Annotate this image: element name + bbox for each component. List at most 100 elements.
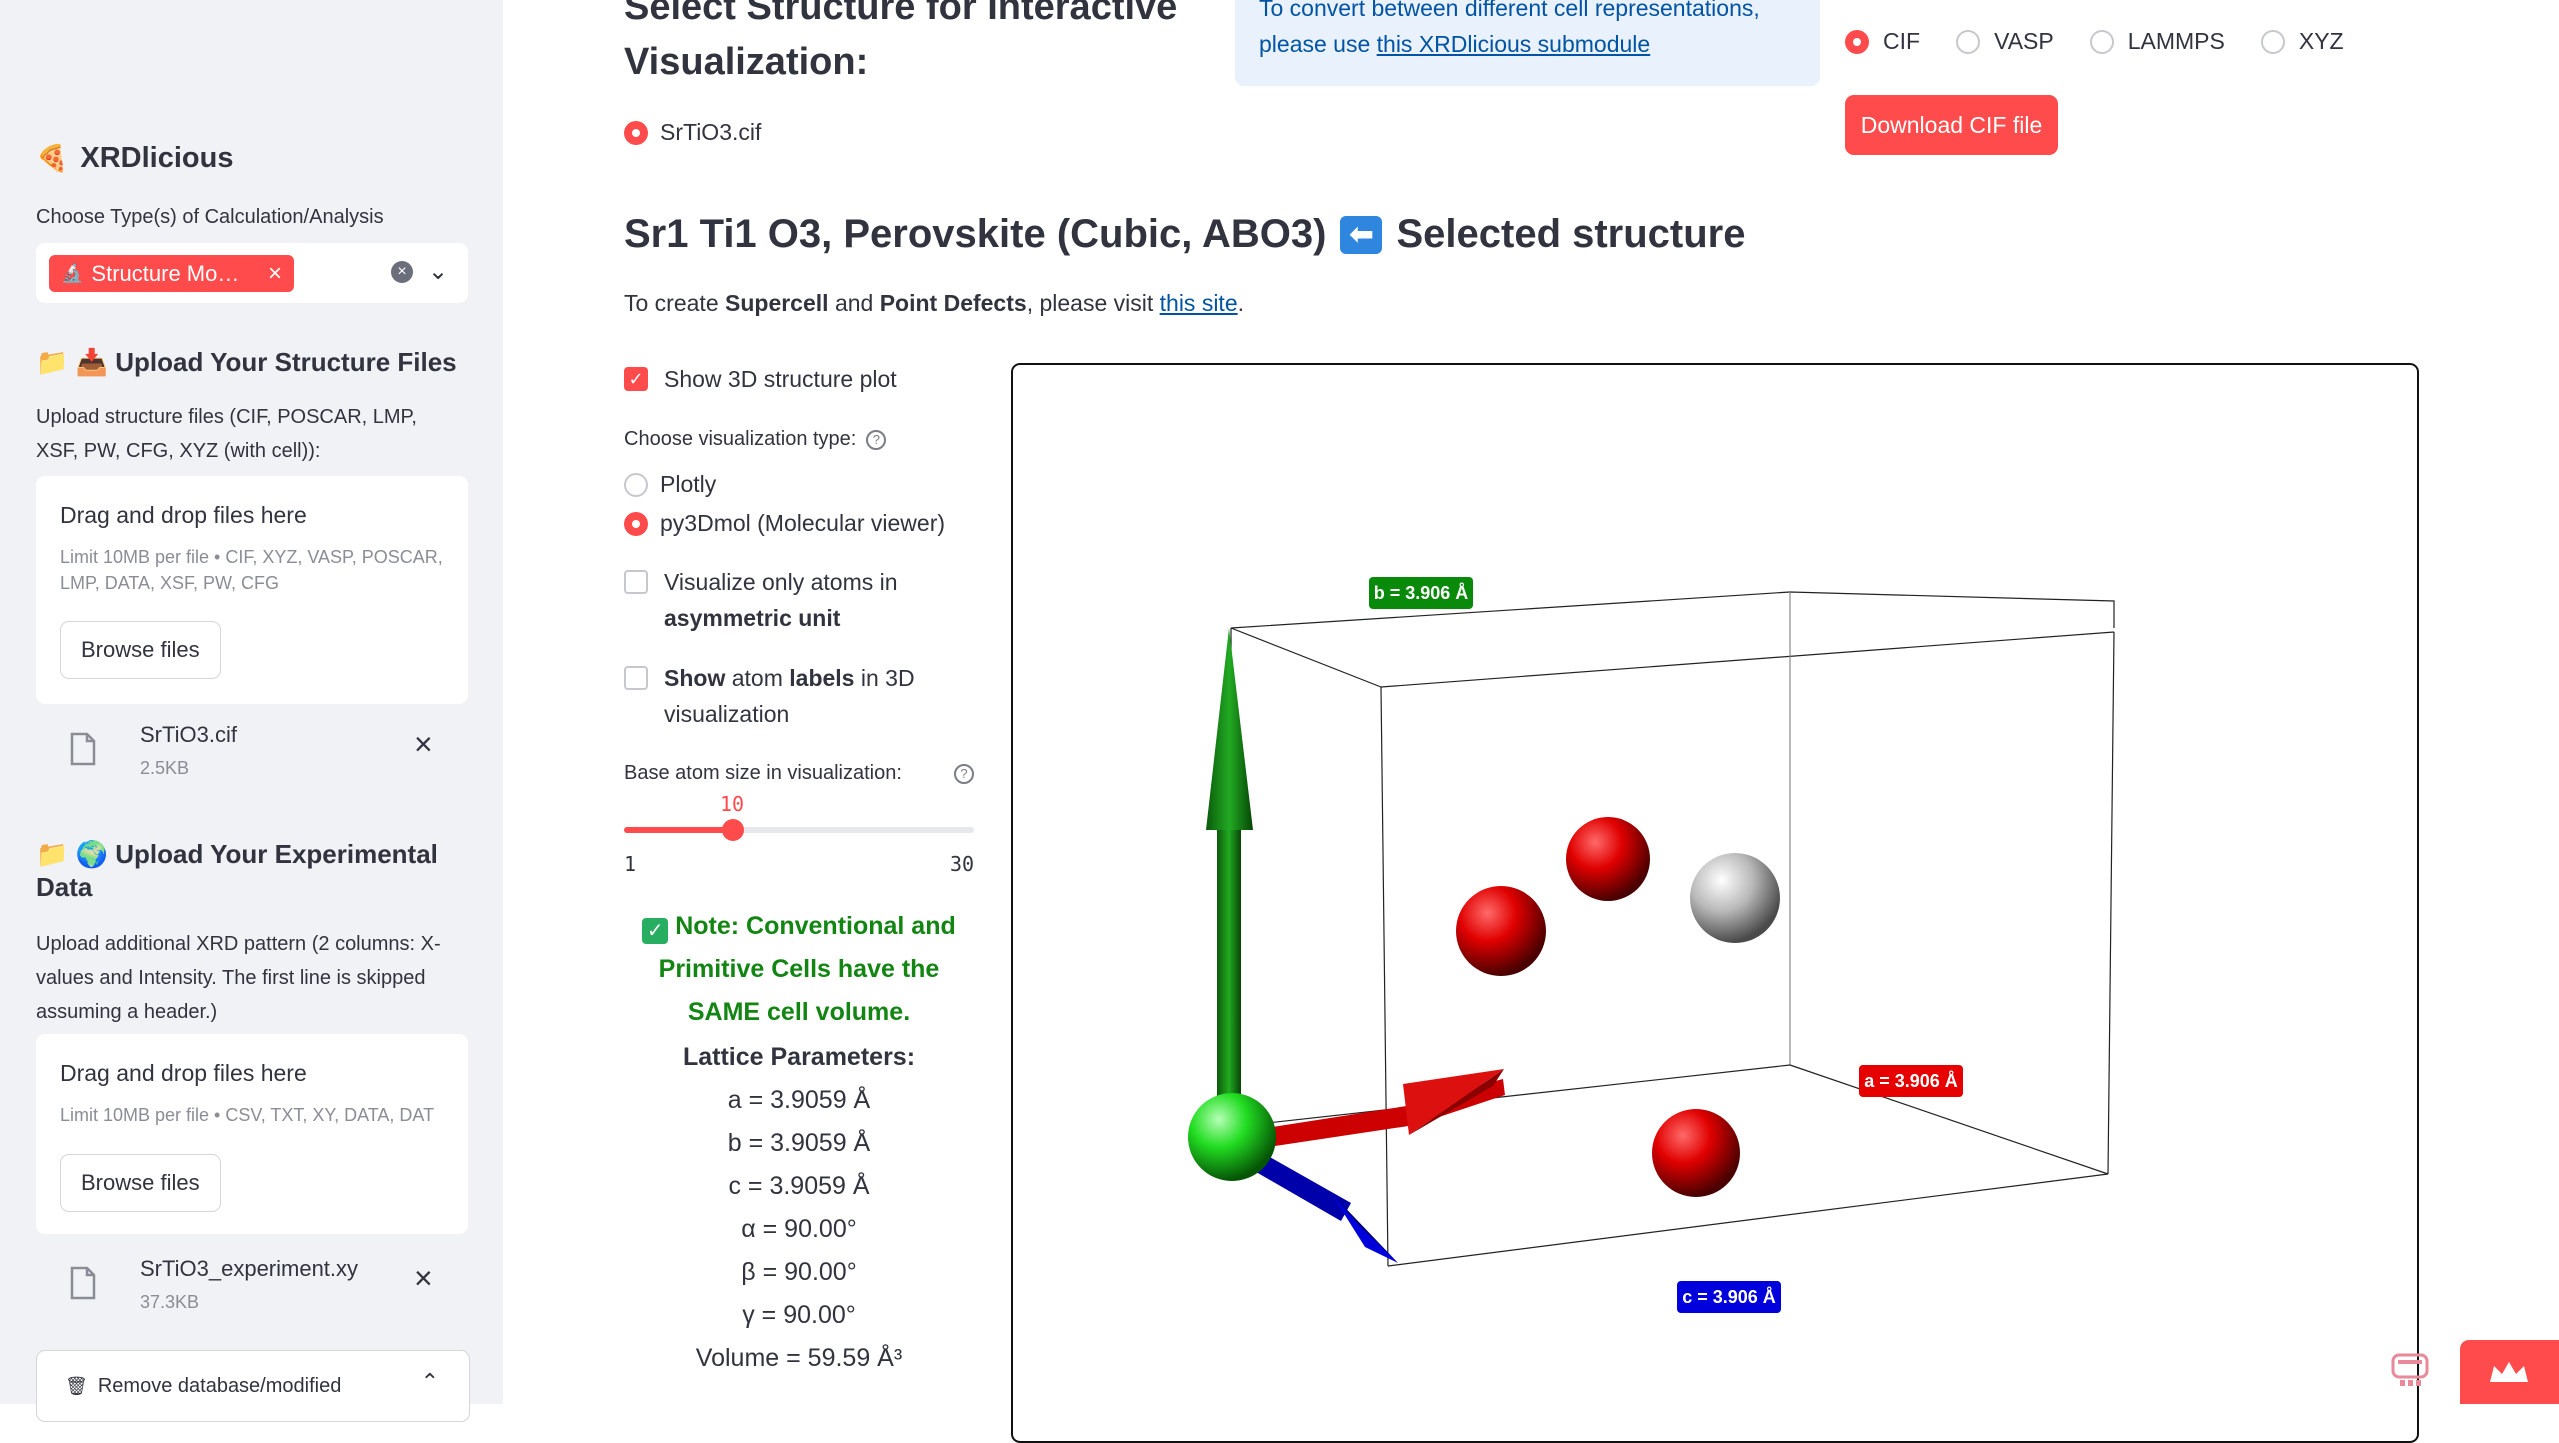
- lattice-a: a = 3.9059 Å: [727, 1086, 871, 1114]
- show-3d-checkbox[interactable]: ✓ Show 3D structure plot: [624, 361, 964, 397]
- tag-remove-icon[interactable]: ×: [267, 259, 282, 287]
- lattice-alpha: α = 90.00°: [741, 1215, 857, 1243]
- file-size: 37.3KB: [140, 1292, 200, 1312]
- exp-file-dropzone[interactable]: Drag and drop files here Limit 10MB per …: [36, 1034, 468, 1234]
- radio-unselected[interactable]: [1956, 29, 1981, 54]
- slider-thumb[interactable]: [721, 819, 744, 841]
- remove-database-expander[interactable]: 🗑 Remove database/modified ⌃: [36, 1350, 470, 1422]
- structure-radio[interactable]: SrTiO3.cif: [624, 119, 761, 146]
- upload-exp-heading: 📁 🌍 Upload Your Experimental Data: [36, 839, 438, 902]
- dropzone-text: Drag and drop files here: [60, 502, 307, 528]
- sidebar: 🍕 XRDlicious Choose Type(s) of Calculati…: [0, 0, 503, 1422]
- microscope-icon: 🔬: [61, 263, 84, 283]
- radio-selected[interactable]: [624, 120, 648, 145]
- axis-a-label: a = 3.906 Å: [1864, 1071, 1958, 1091]
- axis-b-label: b = 3.906 Å: [1374, 583, 1469, 603]
- app-title: 🍕 XRDlicious: [36, 142, 234, 174]
- lattice-parameters: Lattice Parameters: a = 3.9059 Å b = 3.9…: [624, 1036, 974, 1380]
- atom-size-label: Base atom size in visualization: ?: [624, 762, 974, 785]
- file-icon: [70, 732, 96, 766]
- radio-selected[interactable]: [1845, 29, 1869, 54]
- vis-type-label: Choose visualization type: ?: [624, 428, 887, 451]
- selected-tag[interactable]: 🔬 Structure Mo… ×: [49, 255, 294, 292]
- browse-files-button[interactable]: Browse files: [60, 621, 221, 679]
- format-option-xyz[interactable]: XYZ: [2260, 28, 2344, 55]
- select-structure-heading: Select Structure for Interactive Visuali…: [624, 0, 1178, 83]
- slider-value: 10: [720, 792, 745, 816]
- radio-selected[interactable]: [624, 511, 648, 536]
- format-option-lammps[interactable]: LAMMPS: [2089, 28, 2225, 55]
- checkbox-unchecked[interactable]: [624, 666, 648, 690]
- lattice-gamma: γ = 90.00°: [742, 1301, 856, 1329]
- globe-icon: 🌍: [75, 839, 108, 869]
- checkbox-unchecked[interactable]: [624, 570, 648, 594]
- slider-max: 30: [950, 852, 975, 876]
- upload-structure-heading: 📁 📥 Upload Your Structure Files: [36, 347, 457, 377]
- upload-exp-desc: Upload additional XRD pattern (2 columns…: [36, 933, 441, 1023]
- upload-tray-icon: 📥: [75, 347, 108, 377]
- calc-type-label: Choose Type(s) of Calculation/Analysis: [36, 206, 384, 228]
- radio-unselected[interactable]: [2089, 29, 2114, 54]
- uploaded-file-exp: SrTiO3_experiment.xy 37.3KB ×: [36, 1252, 468, 1322]
- structure-3d-canvas[interactable]: b = 3.906 Å a = 3.906 Å c = 3.906 Å: [1013, 365, 2419, 1443]
- lattice-volume: Volume = 59.59 Å³: [695, 1344, 903, 1372]
- left-arrow-icon: ⬅: [1340, 215, 1383, 254]
- supercell-note: To create Supercell and Point Defects, p…: [624, 290, 1245, 316]
- clear-all-icon[interactable]: ×: [391, 261, 413, 283]
- download-cif-button[interactable]: Download CIF file: [1845, 95, 2058, 155]
- folder-icon: 📁: [36, 839, 69, 869]
- axis-b-arrow: b = 3.906 Å: [1206, 577, 1473, 1131]
- radio-unselected[interactable]: [624, 472, 648, 497]
- upload-structure-desc: Upload structure files (CIF, POSCAR, LMP…: [36, 406, 417, 462]
- streamlit-logo-icon[interactable]: [2390, 1352, 2430, 1388]
- info-box: To convert between different cell repres…: [1235, 0, 1820, 86]
- sr-atom: [1188, 1093, 1276, 1181]
- unit-cell-edges: [1230, 591, 2115, 1267]
- file-size: 2.5KB: [140, 758, 190, 778]
- format-option-vasp[interactable]: VASP: [1956, 28, 2054, 55]
- folder-icon: 📁: [36, 347, 69, 377]
- help-icon[interactable]: ?: [954, 763, 974, 784]
- atom-size-slider[interactable]: [624, 819, 974, 841]
- format-radio-group: CIF VASP LAMMPS XYZ: [1845, 28, 2344, 55]
- vis-option-py3dmol[interactable]: py3Dmol (Molecular viewer): [624, 510, 945, 537]
- slider-min: 1: [624, 852, 637, 876]
- note-volume: ✓ Note: Conventional and Primitive Cells…: [624, 905, 974, 1034]
- lattice-beta: β = 90.00°: [741, 1258, 857, 1286]
- o-atom: [1566, 817, 1650, 901]
- atom-labels-checkbox[interactable]: Show atom labels in 3D visualization: [624, 660, 964, 732]
- streamlit-badge[interactable]: [2460, 1340, 2559, 1404]
- chevron-down-icon[interactable]: ⌄: [428, 258, 449, 285]
- file-name: SrTiO3_experiment.xy: [140, 1256, 359, 1281]
- remove-file-icon[interactable]: ×: [414, 1260, 433, 1296]
- asymmetric-unit-checkbox[interactable]: Visualize only atoms in asymmetric unit: [624, 564, 964, 636]
- remove-file-icon[interactable]: ×: [414, 726, 433, 762]
- submodule-link[interactable]: this XRDlicious submodule: [1376, 31, 1651, 57]
- calc-type-multiselect[interactable]: 🔬 Structure Mo… × × ⌄: [36, 243, 468, 303]
- structure-file-dropzone[interactable]: Drag and drop files here Limit 10MB per …: [36, 476, 468, 704]
- dropzone-limit: Limit 10MB per file • CIF, XYZ, VASP, PO…: [60, 547, 443, 593]
- check-mark-icon: ✓: [642, 918, 669, 944]
- axis-a-arrow: a = 3.906 Å: [1253, 1065, 1963, 1149]
- dropzone-text: Drag and drop files here: [60, 1060, 307, 1086]
- dropzone-limit: Limit 10MB per file • CSV, TXT, XY, DATA…: [60, 1105, 435, 1125]
- radio-unselected[interactable]: [2260, 29, 2285, 54]
- py3dmol-viewer[interactable]: b = 3.906 Å a = 3.906 Å c = 3.906 Å: [1011, 363, 2419, 1443]
- o-atom: [1652, 1109, 1740, 1197]
- file-name: SrTiO3.cif: [140, 722, 237, 747]
- vis-option-plotly[interactable]: Plotly: [624, 471, 716, 498]
- help-icon[interactable]: ?: [866, 429, 887, 450]
- format-option-cif[interactable]: CIF: [1845, 28, 1920, 55]
- axis-c-label: c = 3.906 Å: [1682, 1287, 1776, 1307]
- supercell-site-link[interactable]: this site: [1159, 290, 1238, 316]
- browse-files-button[interactable]: Browse files: [60, 1154, 221, 1212]
- chevron-up-icon[interactable]: ⌃: [420, 1369, 439, 1394]
- crown-icon: [2490, 1362, 2528, 1382]
- pizza-icon: 🍕: [36, 143, 69, 173]
- checkbox-checked[interactable]: ✓: [624, 367, 648, 391]
- trash-icon: 🗑: [65, 1376, 88, 1396]
- lattice-b: b = 3.9059 Å: [727, 1129, 871, 1157]
- o-atom: [1456, 886, 1546, 976]
- slider-fill: [624, 827, 733, 833]
- file-icon: [70, 1266, 96, 1300]
